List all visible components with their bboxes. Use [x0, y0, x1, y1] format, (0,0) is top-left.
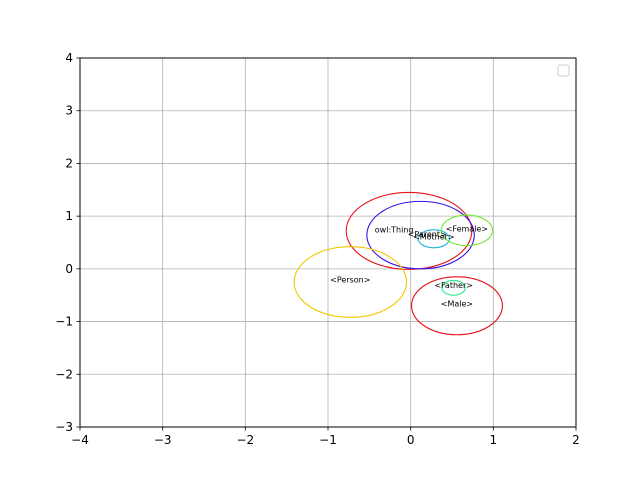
ellipse-6	[410, 276, 503, 336]
ellipse-5	[441, 279, 466, 296]
x-tick-label: −1	[319, 433, 337, 447]
ellipse-label-3: <Female>	[446, 224, 488, 233]
x-axis: −4 −3 −2 −1 0 1 2	[71, 427, 580, 447]
ellipse-label-6: <Male>	[441, 300, 473, 309]
x-tick-label: 1	[490, 433, 498, 447]
ellipse-1	[366, 200, 475, 270]
legend	[557, 64, 570, 77]
x-tick-label: 2	[572, 433, 580, 447]
ellipse-4	[293, 246, 408, 318]
y-tick-label: −2	[55, 367, 73, 381]
ellipse-label-4: <Person>	[330, 275, 370, 284]
x-tick-label: −2	[236, 433, 254, 447]
y-tick-label: 1	[65, 209, 73, 223]
y-tick-label: 0	[65, 262, 73, 276]
ellipse-3	[440, 214, 494, 247]
y-tick-label: 4	[65, 51, 73, 65]
legend-box	[557, 64, 570, 77]
y-tick-label: 3	[65, 104, 73, 118]
ellipse-label-2: <Mother>	[413, 233, 455, 242]
y-tick-label: −3	[55, 420, 73, 434]
ellipse-label-5: <Father>	[434, 281, 473, 290]
ellipse-label-1: <Parent>	[408, 230, 447, 239]
x-tick-label: 0	[407, 433, 415, 447]
x-tick-label: −4	[71, 433, 89, 447]
y-axis: −3 −2 −1 0 1 2 3 4	[55, 51, 80, 434]
x-tick-label: −3	[154, 433, 172, 447]
plot-area: owl:Thing<Parent><Mother><Female> <Person…	[55, 51, 580, 447]
ellipse-group: owl:Thing<Parent><Mother><Female> <Person…	[293, 191, 503, 336]
ellipse-0	[345, 191, 473, 270]
ellipse-2	[417, 229, 451, 249]
ellipse-label-0: owl:Thing	[375, 225, 414, 234]
y-tick-label: −1	[55, 315, 73, 329]
y-tick-label: 2	[65, 156, 73, 170]
